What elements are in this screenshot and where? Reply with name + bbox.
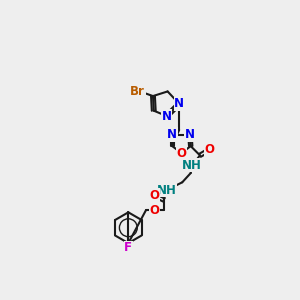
Text: O: O — [149, 203, 160, 217]
Text: O: O — [176, 146, 187, 160]
Text: NH: NH — [182, 159, 201, 172]
Text: O: O — [204, 143, 214, 157]
Text: N: N — [167, 128, 177, 141]
Text: F: F — [124, 241, 132, 254]
Text: N: N — [185, 128, 195, 141]
Text: NH: NH — [157, 184, 177, 196]
Text: Br: Br — [130, 85, 145, 98]
Text: O: O — [149, 189, 160, 202]
Text: N: N — [174, 97, 184, 110]
Text: N: N — [162, 110, 172, 123]
